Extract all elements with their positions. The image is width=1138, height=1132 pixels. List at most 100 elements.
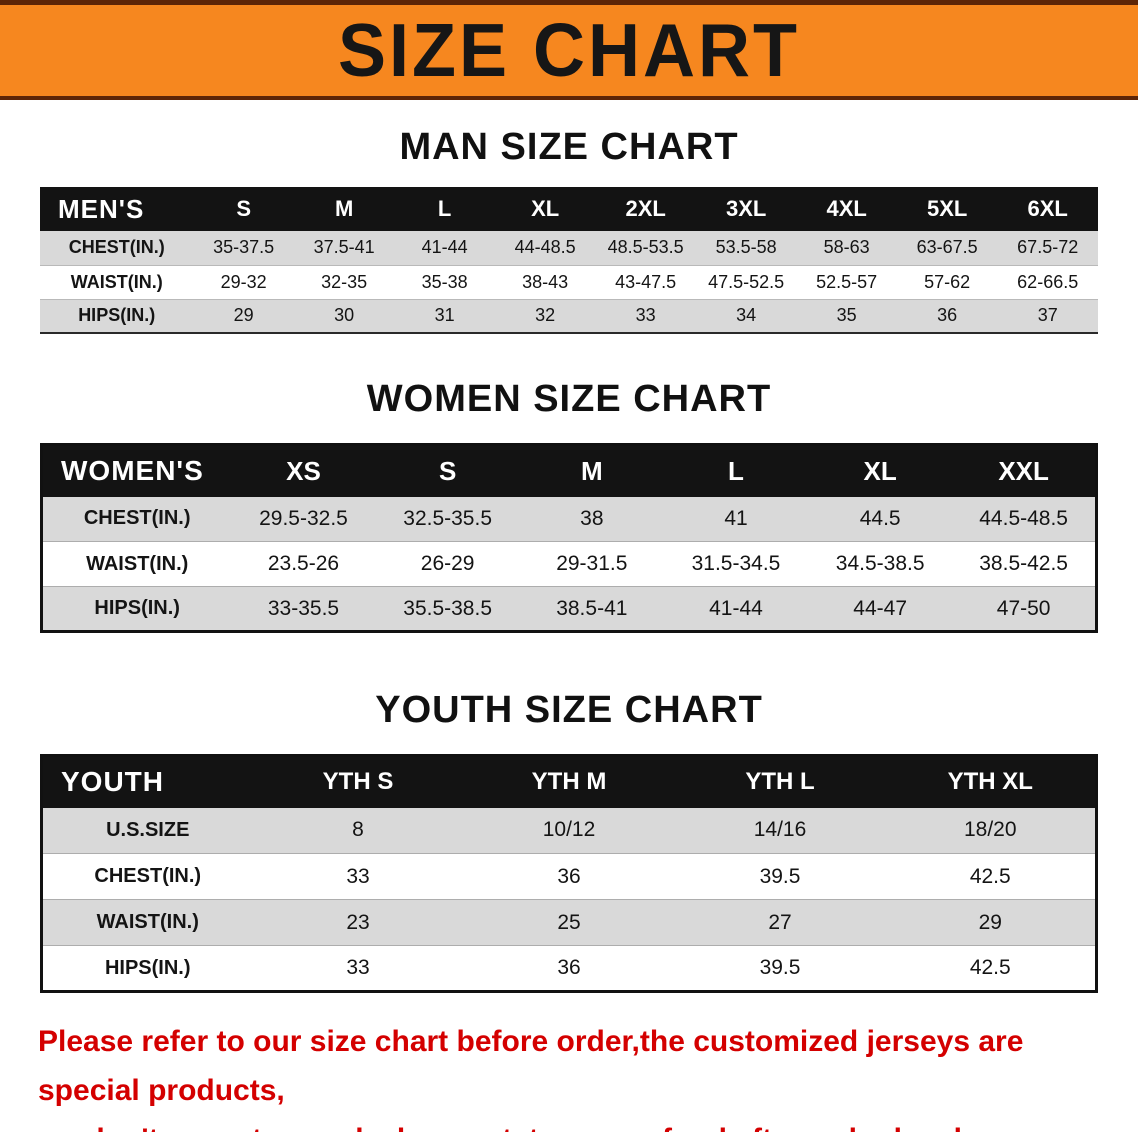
size-value-cell: 39.5 (759, 956, 801, 979)
size-value-cell: 34.5-38.5 (835, 552, 925, 575)
row-label-cell: U.S.SIZE (106, 818, 190, 841)
table-row: HIPS(IN.) 33-35.5 35.5-38.5 38.5-41 41-44 44-… (41, 586, 1097, 632)
size-value-cell: 32-35 (321, 271, 368, 292)
size-value-cell: 41-44 (421, 237, 468, 258)
man-size-table: MEN'S S M L XL 2XL 3XL 4XL 5XL 6XL CHEST(IN.) 35-37… (40, 187, 1098, 334)
table-row: CHEST(IN.) 35-37.5 37.5-41 41-44 44-48.5 48.5… (40, 231, 1098, 265)
size-header-cell: L (394, 187, 495, 231)
row-label-cell: CHEST(IN.) (68, 237, 165, 258)
size-value-cell: 47.5-52.5 (708, 271, 785, 292)
size-value-cell: 63-67.5 (916, 237, 978, 258)
size-header-cell: YTH M (463, 755, 675, 808)
size-value-cell: 38.5-42.5 (979, 552, 1068, 575)
table-row: HIPS(IN.) 33 36 39.5 42.5 (41, 945, 1097, 992)
size-value-cell: 47-50 (996, 596, 1051, 620)
size-value-cell: 48.5-53.5 (607, 237, 684, 258)
women-size-chart-heading: WOMEN SIZE CHART (366, 378, 772, 420)
size-value-cell: 39.5 (759, 864, 801, 888)
size-header-cell: M (293, 187, 395, 231)
size-header-cell: YTH XL (885, 755, 1097, 808)
disclaimer-text: Please refer to our size chart before or… (38, 1017, 1104, 1132)
size-value-cell: 33 (346, 956, 370, 979)
row-label-cell: CHEST(IN.) (83, 507, 191, 530)
size-value-cell: 35-38 (421, 271, 468, 292)
size-value-cell: 32.5-35.5 (403, 506, 493, 530)
table-title-cell: YOUTH (41, 755, 253, 808)
disclaimer-line-2: we don't accept cancel, change, teturn o… (38, 1115, 1104, 1132)
table-row: WAIST(IN.) 23 25 27 29 (41, 899, 1097, 946)
size-value-cell: 14/16 (753, 818, 807, 842)
size-value-cell: 8 (352, 818, 364, 842)
size-value-cell: 53.5-58 (715, 237, 777, 258)
size-value-cell: 29-31.5 (556, 552, 628, 575)
table-row: CHEST(IN.) 33 36 39.5 42.5 (41, 853, 1097, 900)
size-header-cell: S (375, 444, 520, 497)
row-label-cell: HIPS(IN.) (94, 597, 180, 619)
row-label-cell: HIPS(IN.) (104, 956, 191, 979)
man-size-chart-heading: MAN SIZE CHART (399, 126, 739, 168)
size-value-cell: 58-63 (823, 237, 870, 258)
size-header-cell: 2XL (595, 187, 696, 231)
size-value-cell: 42.5 (969, 864, 1011, 888)
size-value-cell: 33 (635, 305, 656, 326)
size-header-cell: 4XL (796, 187, 897, 231)
size-value-cell: 35 (836, 305, 857, 326)
size-value-cell: 26-29 (420, 552, 475, 575)
table-row: CHEST(IN.) 29.5-32.5 32.5-35.5 38 41 44.5 44.5… (41, 496, 1097, 542)
size-value-cell: 62-66.5 (1017, 271, 1079, 292)
size-value-cell: 34 (736, 305, 757, 326)
row-label-cell: WAIST(IN.) (70, 271, 163, 292)
size-value-cell: 42.5 (969, 956, 1011, 979)
table-row: WAIST(IN.) 29-32 32-35 35-38 38-43 43-47.5 47.… (40, 265, 1098, 299)
size-value-cell: 33-35.5 (267, 596, 340, 620)
size-value-cell: 57-62 (924, 271, 971, 292)
size-value-cell: 38 (580, 506, 604, 530)
size-header-cell: XL (494, 187, 596, 231)
size-value-cell: 38.5-41 (556, 596, 628, 620)
size-value-cell: 10/12 (542, 818, 596, 842)
youth-size-table: YOUTH YTH S YTH M YTH L YTH XL U.S.SIZE 8 10/12… (40, 754, 1098, 993)
table-title-cell: MEN'S (40, 187, 194, 231)
size-value-cell: 31.5-34.5 (691, 552, 781, 575)
man-size-table-wrap: MEN'S S M L XL 2XL 3XL 4XL 5XL 6XL CHEST(IN.) 35-37… (40, 187, 1098, 334)
size-header-cell: 6XL (997, 187, 1098, 231)
table-header-row: MEN'S S M L XL 2XL 3XL 4XL 5XL 6XL (40, 187, 1098, 231)
size-value-cell: 27 (768, 910, 792, 934)
size-chart-banner: SIZE CHART (0, 0, 1138, 100)
size-header-cell: YTH S (252, 755, 464, 808)
size-value-cell: 67.5-72 (1017, 237, 1079, 258)
size-header-cell: 5XL (896, 187, 998, 231)
row-label-cell: WAIST(IN.) (96, 911, 199, 933)
size-value-cell: 29.5-32.5 (259, 506, 348, 530)
size-value-cell: 36 (557, 864, 581, 888)
disclaimer-line-1: Please refer to our size chart before or… (38, 1025, 1024, 1107)
youth-size-table-wrap: YOUTH YTH S YTH M YTH L YTH XL U.S.SIZE 8 10/12… (40, 754, 1098, 993)
row-label-cell: CHEST(IN.) (94, 865, 202, 887)
size-value-cell: 37.5-41 (313, 237, 375, 258)
row-label-cell: HIPS(IN.) (78, 305, 156, 326)
size-value-cell: 23.5-26 (267, 552, 340, 575)
size-value-cell: 35.5-38.5 (403, 596, 493, 620)
size-value-cell: 36 (557, 956, 581, 979)
size-value-cell: 29 (233, 305, 254, 326)
size-value-cell: 43-47.5 (615, 271, 677, 292)
size-value-cell: 38-43 (522, 271, 569, 292)
size-header-cell: M (519, 444, 664, 497)
table-title-cell: WOMEN'S (41, 444, 232, 497)
size-value-cell: 18/20 (963, 818, 1017, 842)
size-value-cell: 41-44 (709, 596, 763, 620)
size-value-cell: 44-47 (853, 596, 908, 620)
size-value-cell: 29-32 (220, 271, 267, 292)
size-header-cell: L (663, 444, 809, 497)
size-header-cell: XXL (952, 444, 1097, 497)
size-value-cell: 29 (978, 910, 1002, 934)
size-value-cell: 23 (346, 910, 370, 934)
size-value-cell: 25 (557, 910, 581, 934)
table-row: HIPS(IN.) 29 30 31 32 33 34 35 36 37 (40, 299, 1098, 333)
size-header-cell: YTH L (674, 755, 886, 808)
table-row: U.S.SIZE 8 10/12 14/16 18/20 (41, 807, 1097, 854)
size-value-cell: 35-37.5 (213, 237, 275, 258)
women-size-table: WOMEN'S XS S M L XL XXL CHEST(IN.) 29.5-32.5 32.5… (40, 443, 1098, 633)
table-header-row: YOUTH YTH S YTH M YTH L YTH XL (41, 755, 1097, 808)
